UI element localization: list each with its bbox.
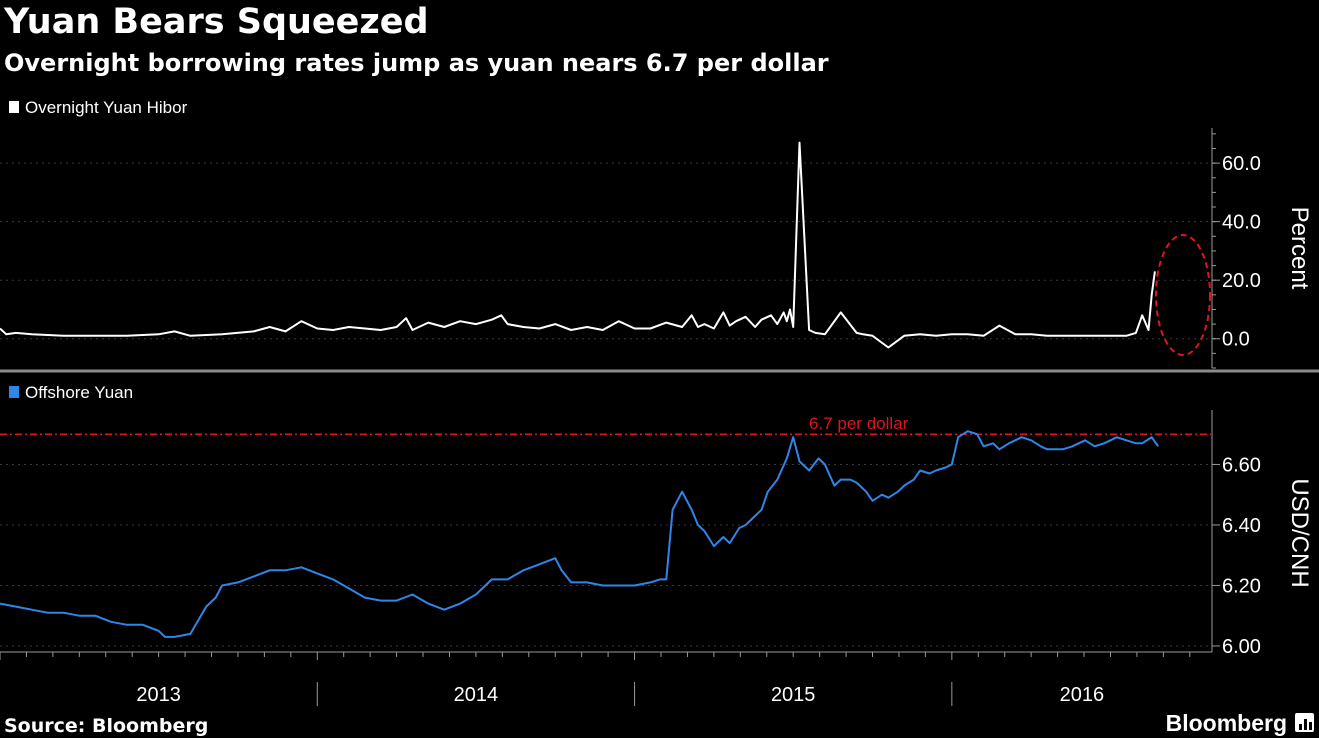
x-axis: 2013 2014 2015 2016: [0, 651, 1212, 706]
yuan-legend-swatch: [9, 386, 19, 398]
x-tick-label: 2013: [136, 684, 181, 706]
chart-logo-icon: [1295, 713, 1314, 732]
hibor-tick-label: 60.0: [1222, 153, 1261, 175]
hibor-panel: Overnight Yuan Hibor 0.0 20.0 40.0 60.0 Per…: [0, 98, 1313, 369]
hibor-series-line: [0, 141, 1156, 349]
hibor-tick-label: 20.0: [1222, 270, 1261, 292]
yuan-tick-label: 6.60: [1222, 454, 1261, 476]
hibor-tick-label: 0.0: [1222, 329, 1250, 351]
chart-title: Yuan Bears Squeezed: [3, 2, 429, 42]
highlight-ellipse: [1155, 234, 1211, 356]
yuan-tick-label: 6.40: [1222, 515, 1261, 537]
x-tick-label: 2015: [771, 684, 816, 706]
hibor-legend-swatch: [9, 101, 19, 113]
yuan-legend-label: Offshore Yuan: [25, 383, 133, 402]
brand-logo-text: Bloomberg: [1166, 710, 1287, 736]
yuan-panel: Offshore Yuan 6.00 6.20 6.40 6.60 6.7 per d…: [0, 383, 1313, 658]
yuan-y-axis-title: USD/CNH: [1286, 478, 1313, 587]
x-tick-label: 2014: [454, 684, 499, 706]
source-note: Source: Bloomberg: [4, 715, 208, 737]
threshold-label: 6.7 per dollar: [809, 414, 909, 433]
yuan-series-line: [0, 430, 1159, 638]
hibor-legend-label: Overnight Yuan Hibor: [25, 98, 188, 117]
hibor-y-axis-title: Percent: [1286, 207, 1313, 290]
chart-subtitle: Overnight borrowing rates jump as yuan n…: [4, 49, 829, 77]
x-tick-label: 2016: [1060, 684, 1105, 706]
yuan-tick-label: 6.00: [1222, 636, 1261, 658]
hibor-tick-label: 40.0: [1222, 212, 1261, 234]
yuan-tick-label: 6.20: [1222, 575, 1261, 597]
